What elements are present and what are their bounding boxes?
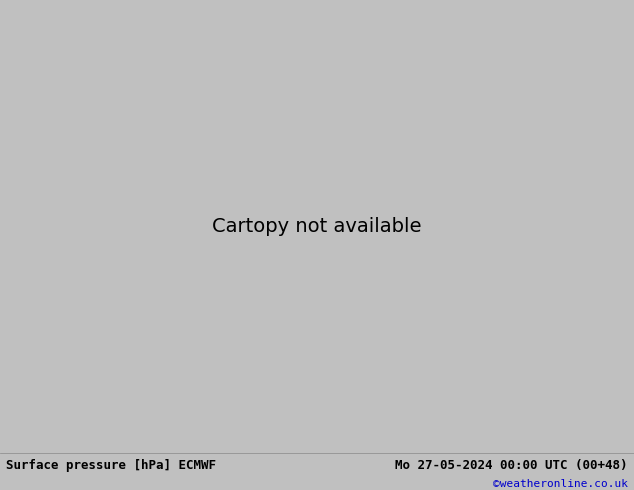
Text: Surface pressure [hPa] ECMWF: Surface pressure [hPa] ECMWF [6, 459, 216, 471]
Text: Cartopy not available: Cartopy not available [212, 217, 422, 236]
Text: ©weatheronline.co.uk: ©weatheronline.co.uk [493, 480, 628, 490]
Text: Mo 27-05-2024 00:00 UTC (00+48): Mo 27-05-2024 00:00 UTC (00+48) [395, 459, 628, 471]
